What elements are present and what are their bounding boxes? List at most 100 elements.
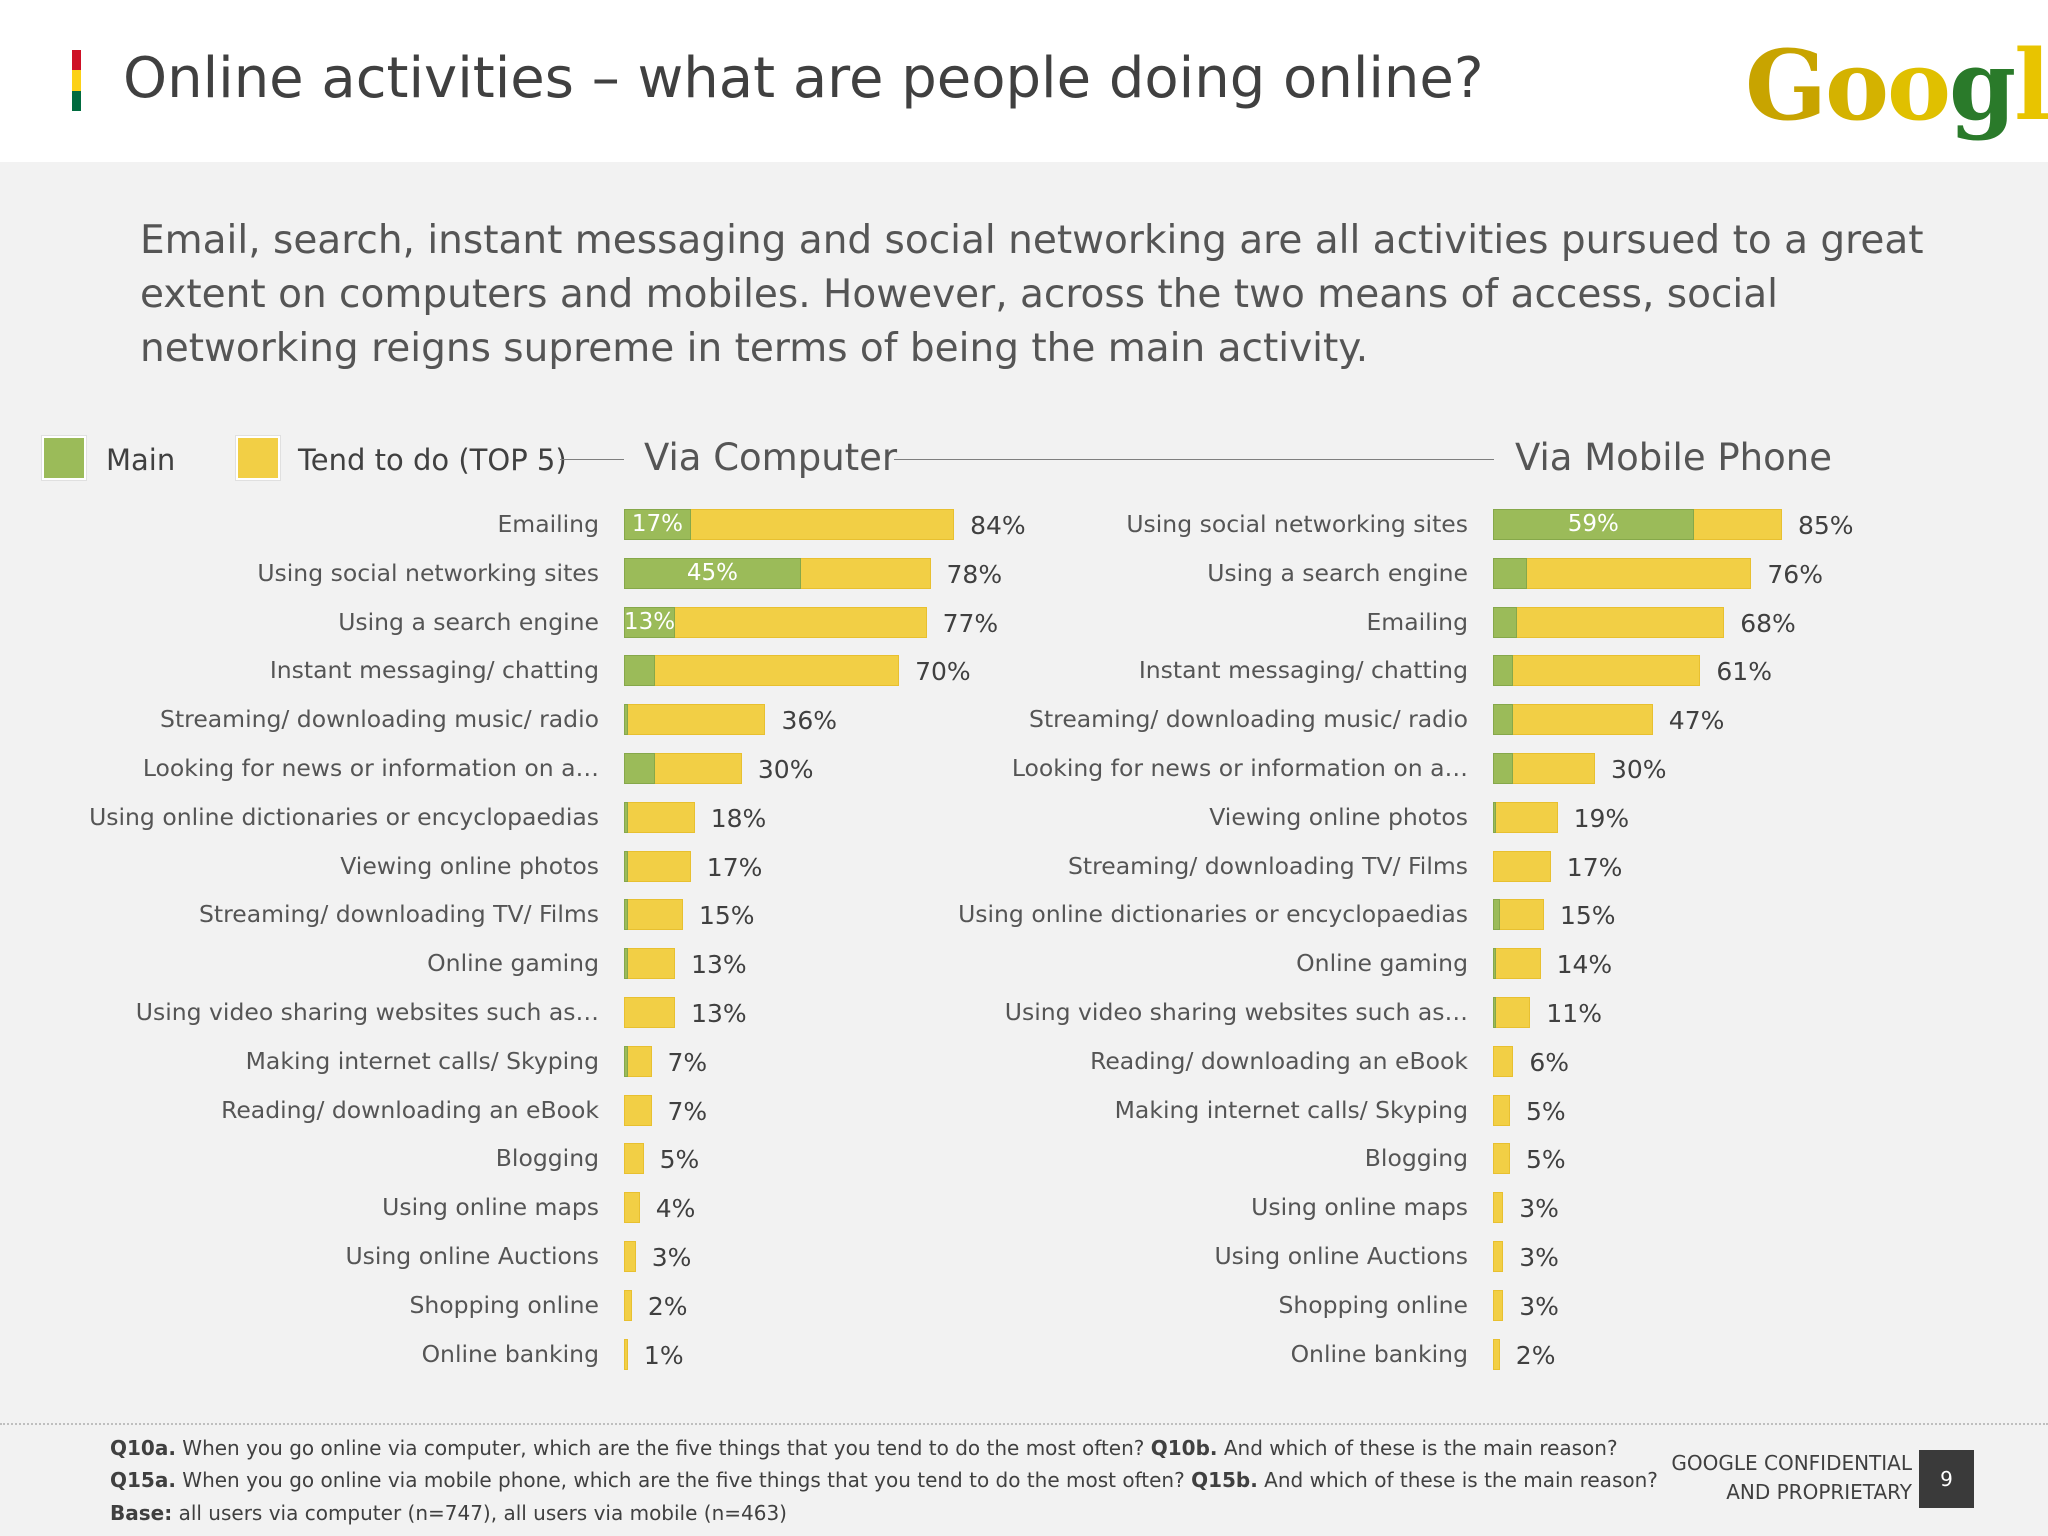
tend-value-label: 76%: [1767, 559, 1823, 589]
bar-tend-to-do: [1493, 557, 1752, 589]
tend-value-label: 5%: [659, 1145, 700, 1175]
category-label: Streaming/ downloading music/ radio: [160, 705, 599, 734]
bar-tend-to-do: [624, 1289, 632, 1321]
tend-value-label: 85%: [1798, 511, 1854, 540]
bar-tend-to-do: [624, 899, 683, 931]
footnote-q10b-label: Q10b.: [1150, 1436, 1218, 1460]
bar-main: [1493, 753, 1514, 784]
tend-value-label: 19%: [1573, 803, 1630, 833]
tend-value-label: 4%: [655, 1194, 696, 1224]
google-doodle-logo: Google: [1745, 30, 2048, 142]
tend-value-label: 70%: [915, 657, 971, 687]
bar-tend-to-do: [1493, 606, 1725, 638]
bar-main: [1493, 655, 1514, 687]
section-rule-computer: [560, 459, 624, 460]
bar-tend-to-do: [1493, 997, 1531, 1028]
footnote-q15a-label: Q15a.: [110, 1468, 176, 1492]
legend-label-main: Main: [106, 443, 176, 477]
bar-tend-to-do: [624, 850, 691, 882]
footnote-base: Base: all users via computer (n=747), al…: [110, 1501, 787, 1525]
tend-value-label: 30%: [1611, 755, 1667, 784]
category-label: Making internet calls/ Skyping: [245, 1046, 599, 1075]
bar-tend-to-do: [1493, 704, 1653, 736]
bar-tend-to-do: [1493, 1143, 1510, 1175]
tend-value-label: 84%: [970, 511, 1026, 540]
bar-tend-to-do: [1493, 899, 1544, 931]
category-label: Viewing online photos: [340, 851, 599, 880]
bar-tend-to-do: [624, 997, 676, 1028]
section-rule-mobile: [894, 459, 1494, 460]
bar-main: [1493, 899, 1500, 931]
footnote-q15b-label: Q15b.: [1191, 1468, 1258, 1492]
bar-tend-to-do: [624, 801, 695, 833]
bar-tend-to-do: [1493, 1289, 1504, 1321]
bar-tend-to-do: [1493, 801, 1558, 833]
category-label: Using online maps: [1251, 1193, 1468, 1222]
category-label: Blogging: [495, 1144, 599, 1173]
tend-value-label: 3%: [1519, 1194, 1559, 1224]
bar-tend-to-do: [624, 1338, 628, 1370]
tend-value-label: 47%: [1668, 706, 1725, 736]
bar-tend-to-do: [624, 1143, 644, 1175]
tend-value-label: 11%: [1546, 999, 1602, 1028]
category-label: Streaming/ downloading TV/ Films: [1067, 851, 1468, 880]
tend-value-label: 61%: [1716, 657, 1772, 687]
tend-value-label: 30%: [757, 755, 814, 784]
bar-tend-to-do: [624, 1192, 640, 1224]
bar-tend-to-do: [1493, 655, 1701, 687]
flag-stripe-green: [72, 90, 81, 111]
category-label: Online banking: [421, 1339, 599, 1368]
bar-main: [624, 850, 628, 882]
tend-value-label: 13%: [691, 950, 747, 980]
title-accent-flag: [72, 50, 81, 111]
tend-value-label: 68%: [1740, 608, 1796, 638]
category-label: Instant messaging/ chatting: [1138, 656, 1468, 685]
logo-letter: l: [2014, 29, 2048, 142]
bar-main: [1493, 801, 1497, 833]
tend-value-label: 17%: [706, 852, 763, 882]
bar-tend-to-do: [1493, 850, 1551, 882]
bar-main: [624, 606, 676, 638]
google-logo-icon: Google: [1745, 30, 2048, 142]
category-label: Using online Auctions: [1214, 1242, 1468, 1270]
tend-value-label: 2%: [1515, 1340, 1556, 1370]
bar-main: [624, 655, 656, 687]
tend-value-label: 5%: [1526, 1145, 1566, 1175]
footnote-q10b-text: And which of these is the main reason?: [1217, 1436, 1618, 1460]
footnote-q15b-text: And which of these is the main reason?: [1257, 1468, 1658, 1492]
category-label: Emailing: [497, 510, 599, 538]
bar-main: [624, 948, 628, 980]
flag-stripe-red: [72, 50, 81, 71]
tend-value-label: 6%: [1529, 1047, 1570, 1077]
tend-value-label: 18%: [710, 803, 767, 833]
category-label: Viewing online photos: [1209, 802, 1468, 831]
bar-tend-to-do: [624, 1094, 652, 1126]
footnote-q15: Q15a. When you go online via mobile phon…: [110, 1468, 1658, 1492]
tend-value-label: 5%: [1526, 1096, 1566, 1126]
bar-main: [624, 557, 801, 589]
page-title: Online activities – what are people doin…: [123, 46, 1484, 111]
legend-swatch-tend: [236, 436, 280, 480]
bar-tend-to-do: [624, 1241, 636, 1272]
category-label: Using a search engine: [1207, 558, 1468, 587]
bar-main: [1493, 509, 1694, 540]
confidential-line-2: AND PROPRIETARY: [1726, 1480, 1912, 1504]
bar-tend-to-do: [1493, 1045, 1514, 1077]
bar-main: [624, 753, 656, 784]
tend-value-label: 3%: [651, 1243, 692, 1272]
bar-tend-to-do: [624, 948, 676, 980]
bar-main: [1493, 606, 1517, 638]
category-label: Emailing: [1366, 607, 1468, 636]
tend-value-label: 78%: [946, 559, 1003, 589]
category-label: Online gaming: [427, 949, 599, 978]
legend-swatch-main: [42, 436, 86, 480]
tend-value-label: 13%: [691, 999, 747, 1028]
bar-tend-to-do: [1493, 1241, 1504, 1272]
category-label: Online gaming: [1296, 949, 1468, 978]
main-value-label: 59%: [1567, 511, 1619, 537]
category-label: Reading/ downloading an eBook: [1090, 1046, 1468, 1075]
bar-main: [624, 899, 628, 931]
main-value-label: 17%: [631, 511, 683, 537]
tend-value-label: 15%: [698, 901, 755, 931]
footer-divider: [0, 1423, 2048, 1425]
